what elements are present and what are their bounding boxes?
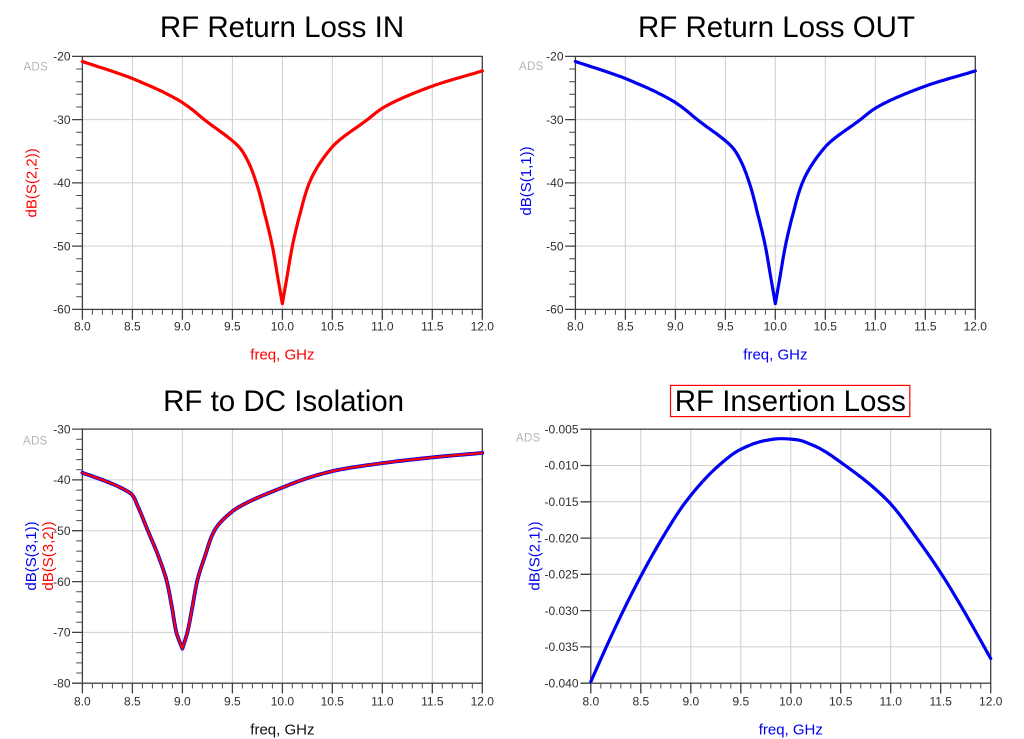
svg-text:RF to DC Isolation: RF to DC Isolation <box>163 385 404 418</box>
svg-text:freq, GHz: freq, GHz <box>250 722 314 739</box>
svg-text:ADS: ADS <box>519 61 544 73</box>
svg-text:-40: -40 <box>53 176 71 190</box>
svg-text:11.5: 11.5 <box>929 695 952 709</box>
svg-text:RF Return Loss IN: RF Return Loss IN <box>160 11 404 44</box>
svg-text:11.0: 11.0 <box>371 320 394 334</box>
svg-text:10.0: 10.0 <box>271 695 295 709</box>
svg-text:10.0: 10.0 <box>271 320 295 334</box>
svg-text:freq, GHz: freq, GHz <box>250 347 314 364</box>
svg-text:11.5: 11.5 <box>421 320 444 334</box>
svg-text:11.0: 11.0 <box>371 695 394 709</box>
svg-text:-0.015: -0.015 <box>544 495 578 509</box>
svg-text:-20: -20 <box>53 50 71 64</box>
svg-text:8.0: 8.0 <box>567 320 584 334</box>
svg-text:dB(S(2,2)): dB(S(2,2)) <box>24 148 41 217</box>
svg-text:ADS: ADS <box>516 433 541 445</box>
svg-text:-0.010: -0.010 <box>544 459 578 473</box>
svg-text:10.5: 10.5 <box>814 320 838 334</box>
svg-text:-0.035: -0.035 <box>544 640 578 654</box>
svg-text:-60: -60 <box>53 575 71 589</box>
svg-text:11.0: 11.0 <box>864 320 887 334</box>
svg-text:10.5: 10.5 <box>829 695 853 709</box>
svg-text:10.5: 10.5 <box>321 695 345 709</box>
svg-text:ADS: ADS <box>23 435 48 447</box>
svg-text:-30: -30 <box>53 113 71 127</box>
svg-text:8.0: 8.0 <box>582 695 599 709</box>
svg-text:9.0: 9.0 <box>174 320 191 334</box>
svg-text:dB(S(3,2)): dB(S(3,2)) <box>40 521 57 590</box>
svg-text:9.5: 9.5 <box>224 695 241 709</box>
svg-text:9.0: 9.0 <box>682 695 699 709</box>
svg-text:-0.025: -0.025 <box>544 568 578 582</box>
svg-text:-0.020: -0.020 <box>544 531 578 545</box>
svg-text:10.5: 10.5 <box>321 320 345 334</box>
svg-text:-30: -30 <box>546 113 564 127</box>
svg-text:12.0: 12.0 <box>979 695 1003 709</box>
svg-text:-20: -20 <box>546 50 564 64</box>
svg-text:-0.030: -0.030 <box>544 604 578 618</box>
svg-text:-0.005: -0.005 <box>544 422 578 436</box>
svg-text:11.0: 11.0 <box>879 695 902 709</box>
svg-text:ADS: ADS <box>24 61 49 73</box>
svg-text:8.0: 8.0 <box>74 320 91 334</box>
svg-text:-60: -60 <box>546 303 564 317</box>
svg-text:-60: -60 <box>53 303 71 317</box>
svg-text:RF Insertion Loss: RF Insertion Loss <box>675 385 906 418</box>
svg-text:-50: -50 <box>546 239 564 253</box>
svg-text:dB(S(3,1)): dB(S(3,1)) <box>23 521 40 590</box>
svg-text:-40: -40 <box>53 473 71 487</box>
svg-text:11.5: 11.5 <box>914 320 937 334</box>
svg-text:12.0: 12.0 <box>964 320 988 334</box>
svg-text:-30: -30 <box>53 422 71 436</box>
svg-text:8.5: 8.5 <box>124 695 141 709</box>
svg-text:-80: -80 <box>53 676 71 690</box>
svg-text:12.0: 12.0 <box>471 695 495 709</box>
svg-text:RF Return Loss OUT: RF Return Loss OUT <box>638 11 915 44</box>
svg-text:8.5: 8.5 <box>124 320 141 334</box>
svg-text:dB(S(1,1)): dB(S(1,1)) <box>518 146 535 215</box>
svg-text:-70: -70 <box>53 626 71 640</box>
svg-text:freq, GHz: freq, GHz <box>743 347 807 364</box>
svg-text:9.0: 9.0 <box>174 695 191 709</box>
svg-text:8.0: 8.0 <box>74 695 91 709</box>
svg-text:12.0: 12.0 <box>471 320 495 334</box>
svg-text:dB(S(2,1)): dB(S(2,1)) <box>527 521 544 590</box>
svg-text:11.5: 11.5 <box>421 695 444 709</box>
svg-text:10.0: 10.0 <box>779 695 803 709</box>
svg-text:10.0: 10.0 <box>764 320 788 334</box>
svg-text:9.0: 9.0 <box>667 320 684 334</box>
svg-text:9.5: 9.5 <box>717 320 734 334</box>
svg-text:-50: -50 <box>53 524 71 538</box>
svg-text:8.5: 8.5 <box>632 695 649 709</box>
svg-text:-40: -40 <box>546 176 564 190</box>
svg-text:-0.040: -0.040 <box>544 676 578 690</box>
svg-text:freq, GHz: freq, GHz <box>759 722 823 739</box>
svg-text:9.5: 9.5 <box>732 695 749 709</box>
svg-text:-50: -50 <box>53 239 71 253</box>
svg-text:9.5: 9.5 <box>224 320 241 334</box>
svg-text:8.5: 8.5 <box>617 320 634 334</box>
